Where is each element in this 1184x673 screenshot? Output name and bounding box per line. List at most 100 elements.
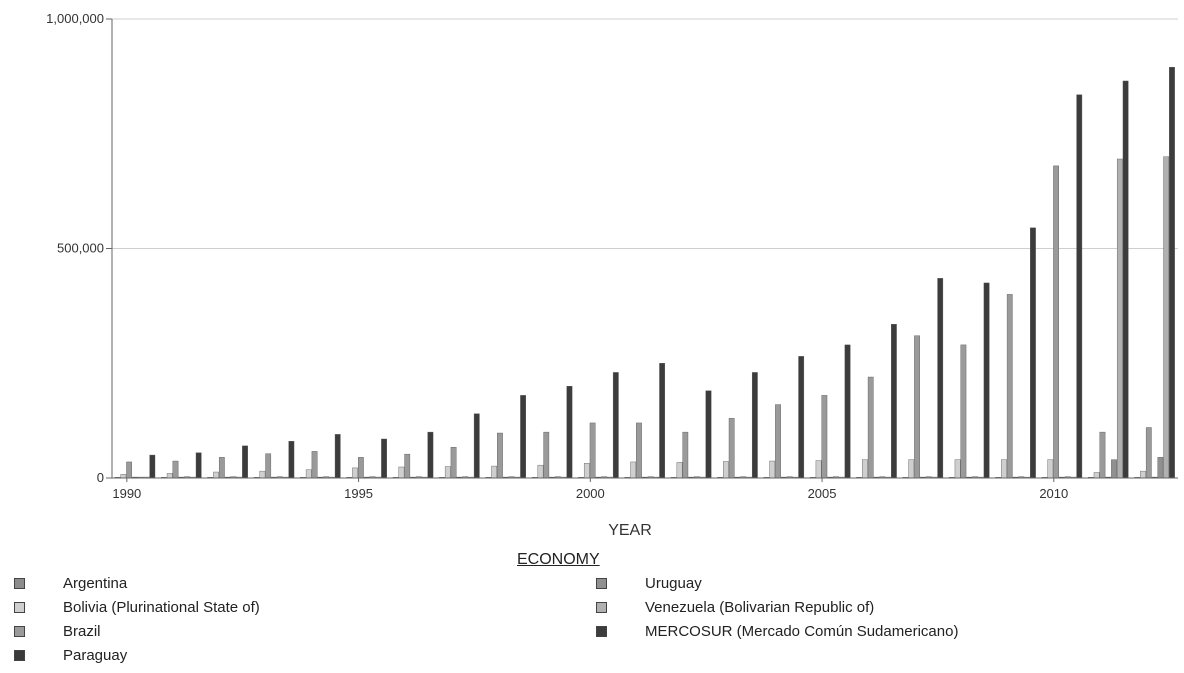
bar: [398, 466, 405, 479]
bar: [120, 474, 127, 479]
legend-label: Venezuela (Bolivarian Republic of): [645, 598, 875, 616]
bar: [473, 413, 480, 479]
bar: [960, 344, 967, 479]
bar: [242, 445, 248, 479]
chart: 0 500,000 1,000,000 1990 1995 2000 2005 2010 Y…: [46, 11, 1178, 539]
bar: [1157, 457, 1164, 479]
bar: [520, 395, 526, 479]
x-tick-label: 2000: [576, 486, 605, 501]
bar: [612, 372, 619, 479]
bar: [775, 404, 781, 479]
bar: [566, 386, 573, 479]
bar: [583, 463, 590, 479]
bar: [769, 460, 776, 479]
bar: [636, 422, 642, 479]
bar: [1169, 66, 1175, 479]
legend-label: MERCOSUR (Mercado Común Sudamericano): [645, 622, 959, 640]
bar: [908, 459, 915, 479]
bar: [172, 460, 179, 479]
bar: [676, 462, 683, 479]
bar: [1140, 470, 1146, 479]
legend-swatch: [14, 601, 25, 613]
x-tick-label: 1990: [112, 486, 141, 501]
bar: [265, 453, 272, 479]
y-tick-label: 0: [97, 470, 104, 485]
legend-swatch: [14, 625, 25, 637]
bar: [728, 418, 735, 479]
bar: [491, 465, 498, 479]
bar: [1163, 156, 1170, 479]
y-tick-label: 500,000: [57, 241, 104, 256]
legend-label: Brazil: [63, 622, 101, 640]
y-tick-label: 1,000,000: [46, 11, 104, 26]
x-tick-labels: 1990 1995 2000 2005 2010: [112, 478, 1068, 501]
bar: [1076, 94, 1083, 479]
bar: [1111, 459, 1117, 479]
bar: [126, 461, 133, 479]
legend-item: Venezuela (Bolivarian Republic of): [596, 597, 874, 617]
legend-swatch: [596, 625, 607, 637]
bar: [404, 453, 411, 479]
x-tick-label: 2005: [808, 486, 837, 501]
bar: [821, 395, 828, 479]
bar: [543, 431, 550, 479]
x-tick-label: 2010: [1039, 486, 1068, 501]
bar: [659, 363, 666, 479]
legend-title: ECONOMY: [517, 551, 600, 568]
bar: [937, 278, 944, 479]
bar: [358, 457, 364, 479]
bar: [427, 431, 434, 479]
gridlines: [112, 18, 1178, 249]
bars: [114, 66, 1175, 479]
bar: [149, 454, 156, 479]
y-tick-labels: 0 500,000 1,000,000: [46, 11, 112, 485]
legend-label: Uruguay: [645, 574, 702, 592]
bar: [195, 452, 202, 479]
legend-label: Argentina: [63, 574, 128, 592]
bar: [954, 459, 961, 479]
legend-swatch: [596, 601, 607, 613]
bar: [381, 438, 387, 479]
legend-item: MERCOSUR (Mercado Común Sudamericano): [596, 621, 958, 641]
bar: [867, 376, 874, 479]
bar: [723, 461, 729, 479]
bar: [682, 431, 689, 479]
bar: [914, 335, 920, 479]
bar: [1145, 427, 1152, 479]
bar: [352, 467, 358, 479]
x-tick-label: 1995: [344, 486, 373, 501]
bar: [1030, 227, 1036, 479]
legend-item: Brazil: [14, 621, 101, 641]
bar: [1047, 459, 1054, 479]
bar: [1053, 165, 1059, 479]
bar: [983, 282, 990, 479]
legend-swatch: [596, 577, 607, 589]
legend-swatch: [14, 577, 25, 589]
bar: [1093, 472, 1100, 479]
bar: [444, 466, 451, 479]
bar: [815, 460, 822, 479]
bar: [1116, 158, 1123, 479]
bar: [305, 469, 312, 479]
legend-label: Bolivia (Plurinational State of): [63, 598, 260, 616]
bar: [288, 441, 295, 479]
bar: [537, 464, 544, 479]
bar: [218, 457, 225, 479]
bar: [213, 471, 219, 479]
bar: [1006, 294, 1013, 479]
bar: [497, 432, 503, 479]
bar: [630, 461, 637, 479]
bar: [705, 390, 712, 479]
legend-item: Bolivia (Plurinational State of): [14, 597, 260, 617]
bar: [334, 434, 341, 479]
bar: [862, 459, 868, 479]
bar: [311, 451, 318, 479]
legend-item: Argentina: [14, 573, 127, 593]
bar: [1001, 459, 1007, 479]
bar: [589, 422, 596, 479]
bar: [1122, 80, 1129, 479]
bar: [259, 470, 266, 479]
bar: [844, 344, 851, 479]
bar: [450, 447, 457, 479]
bar: [798, 356, 805, 479]
